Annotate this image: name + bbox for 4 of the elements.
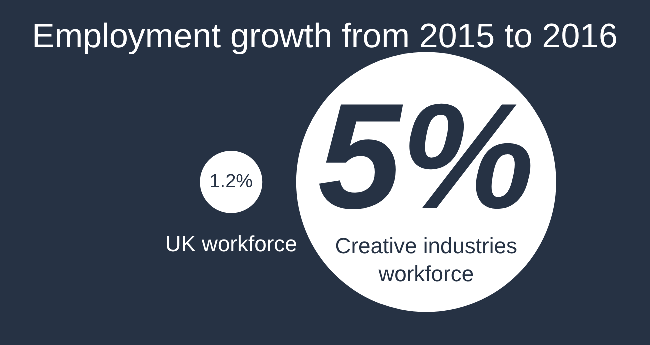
data-label: 1.2% <box>210 171 254 192</box>
category-label: UK workforce <box>165 231 298 256</box>
text: Employment growth from 2015 to 2016 <box>32 17 618 56</box>
category-label: Creative industries workforce <box>335 233 518 286</box>
